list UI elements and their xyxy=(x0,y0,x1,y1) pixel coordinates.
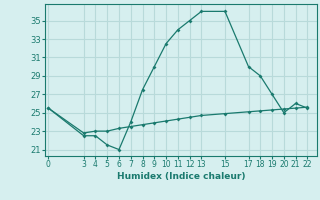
X-axis label: Humidex (Indice chaleur): Humidex (Indice chaleur) xyxy=(116,172,245,181)
